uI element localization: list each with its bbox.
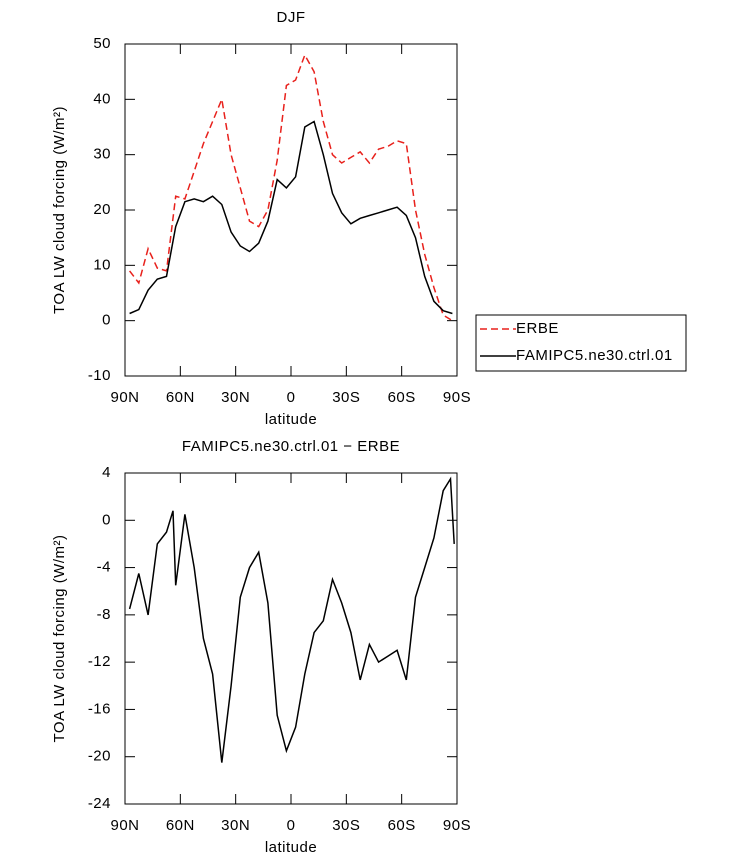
legend-box xyxy=(475,314,687,372)
x-tick-label: 30N xyxy=(221,389,250,406)
y-tick-label: -10 xyxy=(88,367,111,384)
y-tick-label: -4 xyxy=(97,559,111,576)
data-line xyxy=(128,476,455,763)
x-tick-label: 60S xyxy=(388,389,416,406)
x-tick-label: 60S xyxy=(388,817,416,834)
chart-title: DJF xyxy=(277,9,306,26)
y-axis-label: TOA LW cloud forcing (W/m²) xyxy=(51,106,68,314)
y-tick-label: -8 xyxy=(97,606,111,623)
x-axis-label: latitude xyxy=(265,411,317,428)
x-tick-label: 90N xyxy=(110,389,139,406)
x-tick-label: 90S xyxy=(443,389,471,406)
y-tick-label: 4 xyxy=(102,464,111,481)
y-tick-label: 0 xyxy=(102,511,111,528)
x-tick-label: 30N xyxy=(221,817,250,834)
y-axis-label: TOA LW cloud forcing (W/m²) xyxy=(51,535,68,743)
legend-label: ERBE xyxy=(516,320,559,337)
y-tick-label: 10 xyxy=(93,256,111,273)
plot-frame xyxy=(124,472,458,805)
plot-frame xyxy=(124,43,458,377)
x-axis-label: latitude xyxy=(265,839,317,856)
x-tick-label: 0 xyxy=(287,389,296,406)
y-tick-label: 30 xyxy=(93,146,111,163)
y-tick-label: 0 xyxy=(102,312,111,329)
y-tick-label: -16 xyxy=(88,700,111,717)
chart-title: FAMIPC5.ne30.ctrl.01 − ERBE xyxy=(182,438,400,455)
y-tick-label: 50 xyxy=(93,35,111,52)
x-tick-label: 30S xyxy=(332,389,360,406)
x-tick-label: 0 xyxy=(287,817,296,834)
legend-label: FAMIPC5.ne30.ctrl.01 xyxy=(516,347,673,364)
y-tick-label: -24 xyxy=(88,795,111,812)
x-tick-label: 60N xyxy=(166,389,195,406)
data-line xyxy=(129,53,453,322)
y-tick-label: 40 xyxy=(93,90,111,107)
y-tick-label: 20 xyxy=(93,201,111,218)
x-tick-label: 90S xyxy=(443,817,471,834)
x-tick-label: 90N xyxy=(110,817,139,834)
y-tick-label: -20 xyxy=(88,748,111,765)
data-line xyxy=(129,120,453,315)
x-tick-label: 60N xyxy=(166,817,195,834)
x-tick-label: 30S xyxy=(332,817,360,834)
y-tick-label: -12 xyxy=(88,653,111,670)
